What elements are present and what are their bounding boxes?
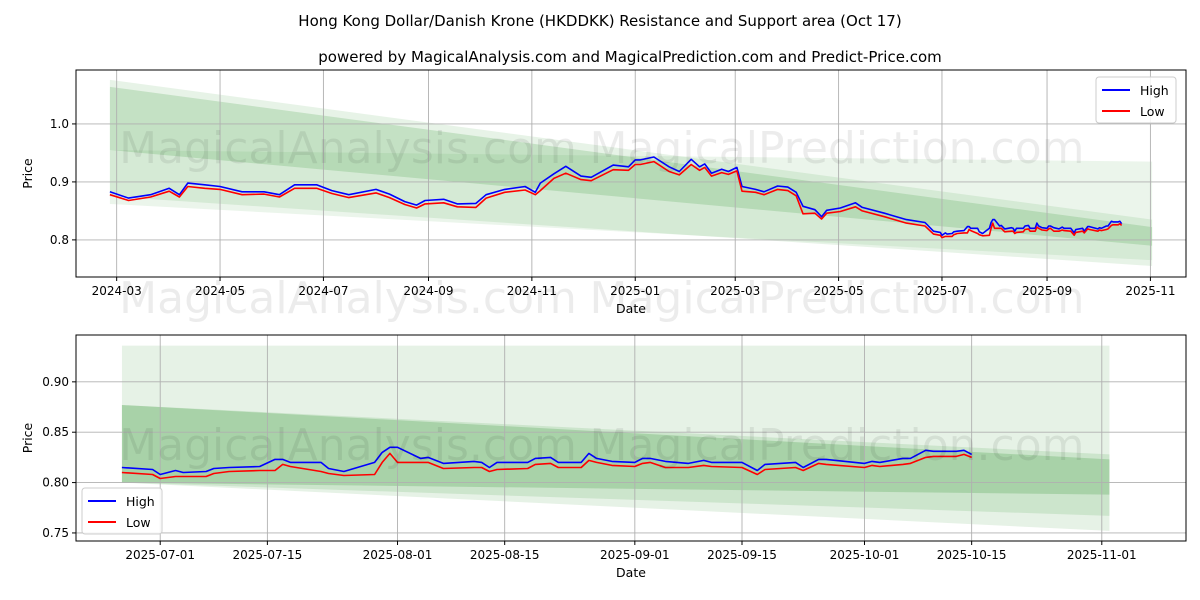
axes-frame — [75, 69, 1187, 278]
watermark: MagicalAnalysis.com — [119, 420, 577, 471]
x-axis-label: Date — [616, 565, 646, 580]
x-tick-label: 2025-07 — [917, 284, 967, 298]
legend-high-label: High — [126, 494, 155, 509]
y-tick-label: 1.0 — [50, 117, 69, 131]
x-tick-label: 2025-09-01 — [600, 548, 670, 562]
y-tick-label: 0.85 — [42, 425, 69, 439]
x-tick-label: 2025-07-01 — [125, 548, 195, 562]
support-resistance-band-0 — [121, 345, 1110, 531]
plot-area — [76, 70, 1186, 277]
x-tick-label: 2025-01 — [610, 284, 660, 298]
support-resistance-band-1 — [121, 405, 1110, 516]
support-resistance-band-2 — [109, 86, 1153, 246]
plot-area — [76, 335, 1186, 541]
x-tick-label: 2025-10-01 — [830, 548, 900, 562]
x-tick-label: 2025-05 — [814, 284, 864, 298]
x-tick-label: 2025-08-15 — [470, 548, 540, 562]
legend-low-label: Low — [1140, 104, 1165, 119]
x-tick-label: 2025-11-01 — [1067, 548, 1137, 562]
low-price-line — [121, 452, 972, 480]
x-tick-label: 2025-09-15 — [707, 548, 777, 562]
watermark: MagicalAnalysis.com — [119, 123, 577, 174]
legend-low-label: Low — [126, 515, 151, 530]
y-axis-label: Price — [20, 158, 35, 189]
y-tick-label: 0.8 — [50, 233, 69, 247]
legend: High Low — [1095, 76, 1177, 124]
x-tick-label: 2025-09 — [1022, 284, 1072, 298]
x-tick-label: 2024-09 — [403, 284, 453, 298]
x-tick-label: 2025-11 — [1125, 284, 1175, 298]
x-tick-label: 2024-03 — [92, 284, 142, 298]
y-axis-label: Price — [20, 422, 35, 453]
x-tick-label: 2025-07-15 — [233, 548, 303, 562]
legend: High Low — [81, 487, 163, 535]
axes-frame — [75, 334, 1187, 542]
x-tick-label: 2025-08-01 — [363, 548, 433, 562]
x-tick-label: 2025-10-15 — [937, 548, 1007, 562]
x-tick-label: 2024-11 — [507, 284, 557, 298]
watermark: MagicalPrediction.com — [590, 123, 1085, 174]
x-tick-label: 2025-03 — [710, 284, 760, 298]
low-price-line — [109, 160, 1123, 239]
watermark: MagicalAnalysis.com — [119, 273, 577, 324]
support-resistance-band-1 — [109, 150, 1153, 261]
x-tick-label: 2024-05 — [195, 284, 245, 298]
bottom-chart-axes: MagicalAnalysis.com MagicalPrediction.com… — [20, 334, 1187, 580]
legend-high-label: High — [1140, 83, 1169, 98]
x-tick-label: 2024-07 — [298, 284, 348, 298]
y-tick-label: 0.80 — [42, 476, 69, 490]
top-chart-axes: MagicalAnalysis.com MagicalPrediction.com… — [20, 69, 1187, 324]
y-tick-label: 0.75 — [42, 526, 69, 540]
chart-title: Hong Kong Dollar/Danish Krone (HKDDKK) R… — [298, 12, 901, 30]
y-tick-label: 0.9 — [50, 175, 69, 189]
high-price-line — [109, 156, 1123, 237]
high-price-line — [121, 446, 973, 476]
support-resistance-band-2 — [121, 405, 1110, 495]
y-tick-label: 0.90 — [42, 375, 69, 389]
x-axis-label: Date — [616, 301, 646, 316]
watermark: MagicalPrediction.com — [590, 273, 1085, 324]
chart-subtitle: powered by MagicalAnalysis.com and Magic… — [318, 48, 942, 66]
watermark: MagicalPrediction.com — [590, 420, 1085, 471]
